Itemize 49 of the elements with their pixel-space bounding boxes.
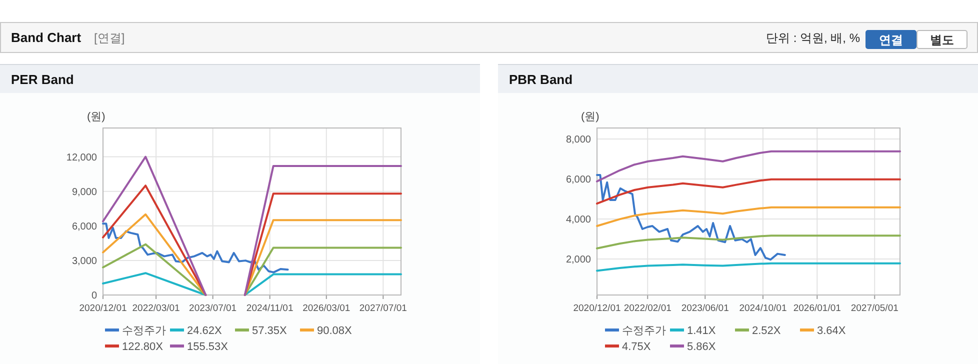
legend-label: 122.80X (122, 341, 164, 353)
y-tick-label: 6,000 (72, 221, 98, 232)
x-tick-label: 2023/07/01 (189, 303, 237, 314)
x-tick-label: 2026/01/01 (793, 303, 841, 314)
x-tick-label: 2022/02/01 (624, 303, 672, 314)
line-series (596, 174, 786, 261)
y-tick-label: 0 (91, 290, 98, 302)
x-tick-label: 2023/06/01 (681, 303, 729, 314)
line-series (596, 206, 901, 227)
legend-label: 4.75X (622, 341, 652, 353)
legend-label: 수정주가 (122, 325, 166, 337)
legend-label: 24.62X (187, 325, 223, 337)
legend-label: 57.35X (252, 325, 288, 337)
x-tick-label: 2026/03/01 (302, 303, 350, 314)
y-tick-label: 12,000 (66, 152, 98, 164)
legend-label: 3.64X (817, 325, 846, 337)
line-series (596, 262, 901, 272)
y-axis-title: (원) (581, 111, 600, 123)
text: 연결 (879, 33, 903, 47)
chart-title: PER Band (11, 72, 74, 87)
legend-label: 155.53X (187, 341, 229, 353)
y-tick-label: 8,000 (566, 134, 592, 146)
line-series (596, 178, 901, 205)
x-tick-label: 2027/07/01 (359, 303, 407, 314)
legend-label: 1.41X (687, 325, 716, 337)
y-tick-label: 3,000 (72, 256, 98, 267)
chart-title: PBR Band (509, 72, 573, 87)
y-axis-title: (원) (87, 111, 106, 123)
legend-label: 2.52X (752, 325, 782, 337)
y-tick-label: 2,000 (566, 254, 592, 266)
y-tick-label: 4,000 (566, 214, 592, 226)
y-tick-label: 6,000 (566, 174, 592, 186)
text: Band Chart (11, 30, 82, 45)
x-tick-label: 2020/12/01 (79, 303, 127, 314)
legend-label: 수정주가 (622, 325, 666, 337)
legend-label: 90.08X (317, 325, 353, 337)
x-tick-label: 2022/03/01 (132, 303, 180, 314)
y-tick-label: 9,000 (72, 186, 98, 198)
text: 별도 (930, 33, 954, 47)
text: [연결] (94, 31, 125, 45)
x-tick-label: 2024/10/01 (739, 303, 787, 314)
line-series (596, 150, 901, 182)
x-tick-label: 2024/11/01 (246, 303, 294, 314)
x-tick-label: 2020/12/01 (573, 303, 621, 314)
line-series (596, 234, 901, 250)
x-tick-label: 2027/05/01 (850, 303, 898, 314)
line-series (102, 222, 289, 274)
text: 단위 : 억원, 배, % (766, 31, 860, 45)
legend-label: 5.86X (687, 341, 716, 353)
